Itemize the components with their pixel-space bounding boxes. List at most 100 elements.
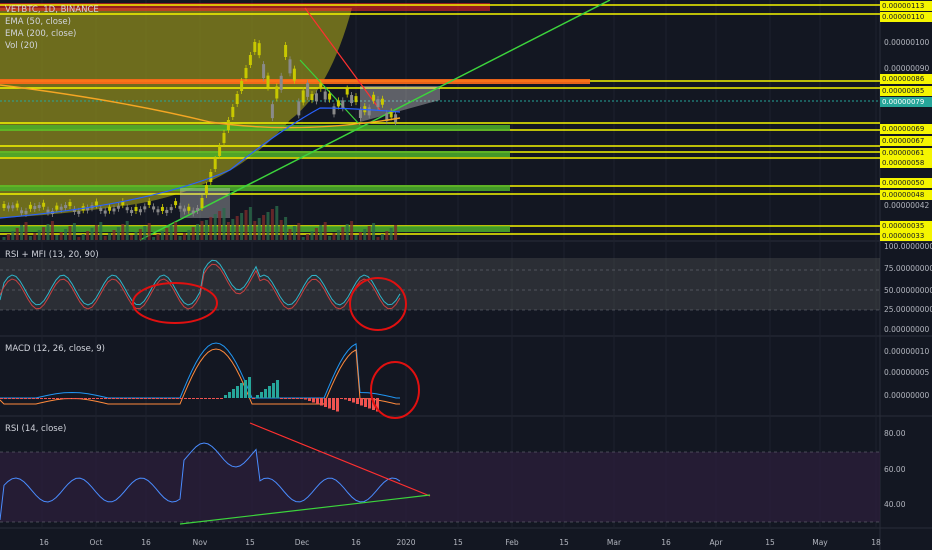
time-label: Dec [294,538,310,547]
macd-hist-49 [196,398,199,399]
rsi-trendline-up [179,494,431,525]
candle-12 [55,205,59,210]
resistance-zone-top [0,3,490,11]
candle-22 [99,208,103,212]
price-tag: 0.00000058 [880,158,932,168]
candle-84 [372,94,376,101]
candle-6 [28,204,32,209]
macd-hist-44 [176,398,179,399]
macd-hist-7 [28,398,31,399]
resistance-band [0,79,590,84]
candle-38 [169,207,173,211]
macd-hist-8 [32,398,35,399]
macd-hist-28 [112,398,115,399]
price-tag: 0.00000061 [880,148,932,158]
candle-74 [328,93,332,100]
volume-bar-6 [28,236,32,240]
volume-bar-34 [152,237,156,240]
candle-25 [112,208,116,212]
candle-64 [284,44,288,57]
rsi-title[interactable]: RSI (14, close) [5,424,67,434]
price-tag: 0.00000033 [880,231,932,241]
macd-hist-48 [192,398,195,399]
indicator-volume[interactable]: Vol (20) [5,41,38,51]
candle-47 [209,172,213,182]
volume-bar-56 [248,207,252,240]
volume-bar-25 [112,230,116,240]
rsi-mfi-axis-label: 0.00000000 [884,325,930,334]
candle-50 [222,133,226,143]
volume-bar-52 [231,219,235,240]
trendline-up [139,0,611,241]
volume-bar-29 [130,235,134,240]
volume-bar-73 [323,222,327,240]
time-label: 15 [453,538,463,547]
volume-bar-82 [363,229,367,240]
macd-hist-46 [184,398,187,399]
volume-bar-83 [367,226,371,240]
volume-bar-10 [46,224,50,240]
indicator-ema50[interactable]: EMA (50, close) [5,17,71,27]
macd-hist-91 [364,398,367,407]
volume-bar-85 [376,237,380,240]
volume-bar-54 [240,213,244,240]
time-label: Mar [606,538,622,547]
macd-hist-19 [76,398,79,399]
candle-66 [292,68,296,81]
candle-1 [6,205,10,209]
candle-35 [156,209,160,213]
candle-40 [178,205,182,209]
volume-bar-80 [354,235,358,240]
macd-hist-29 [116,398,119,399]
candle-19 [86,207,90,211]
macd-hist-88 [352,398,355,403]
volume-bar-16 [72,223,76,240]
price-tag: 0.00000079 [880,97,932,107]
macd-hist-71 [284,398,287,399]
symbol-title[interactable]: VETBTC, 1D, BINANCE [5,5,99,15]
volume-bar-49 [218,211,222,240]
rsi-mfi-title[interactable]: RSI + MFI (13, 20, 90) [5,250,99,260]
candle-76 [336,100,340,107]
macd-hist-63 [252,398,255,399]
macd-title[interactable]: MACD (12, 26, close, 9) [5,344,105,354]
macd-hist-73 [292,398,295,399]
volume-bar-63 [279,220,283,240]
time-label: 16 [39,538,49,547]
time-label: 15 [765,538,775,547]
macd-hist-27 [108,398,111,399]
macd-hist-66 [264,389,267,398]
candle-60 [266,75,270,88]
candle-41 [182,208,186,212]
volume-bar-89 [394,225,398,240]
macd-hist-9 [36,398,39,399]
candle-86 [380,98,384,105]
candle-68 [301,90,305,103]
macd-hist-69 [276,380,279,398]
macd-hist-56 [224,395,227,398]
time-label: 16 [351,538,361,547]
macd-hist-38 [152,398,155,399]
candle-63 [279,75,283,90]
macd-hist-61 [244,380,247,398]
macd-hist-83 [332,398,335,410]
volume-bar-53 [235,216,239,240]
macd-hist-55 [220,398,223,399]
candle-14 [64,205,68,209]
macd-hist-92 [368,398,371,409]
time-label: 16 [141,538,151,547]
macd-hist-15 [60,398,63,399]
volume-bar-70 [310,231,314,240]
indicator-ema200[interactable]: EMA (200, close) [5,29,77,39]
macd-hist-59 [236,386,239,398]
volume-bar-28 [125,221,129,240]
macd-hist-77 [308,398,311,401]
volume-bar-75 [332,233,336,240]
macd-hist-62 [248,377,251,398]
macd-hist-76 [304,398,307,400]
volume-bar-67 [297,223,301,240]
volume-bar-30 [134,232,138,240]
macd-hist-2 [8,398,11,399]
support-band-0 [0,125,510,131]
